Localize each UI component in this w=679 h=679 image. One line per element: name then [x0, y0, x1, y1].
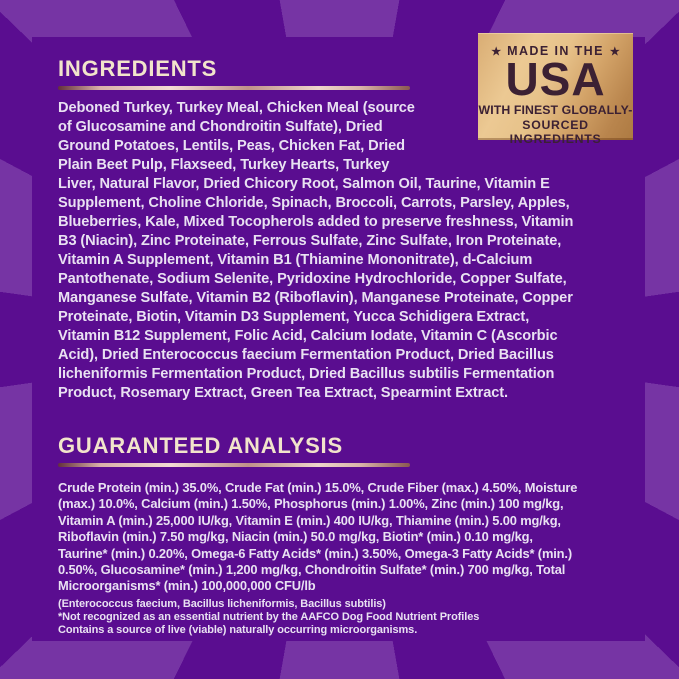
guaranteed-analysis-heading: GUARANTEED ANALYSIS: [58, 433, 343, 458]
made-in-the-row: ★ MADE IN THE ★: [478, 44, 633, 58]
ingredients-heading: INGREDIENTS: [58, 56, 218, 81]
ingredients-text: Deboned Turkey, Turkey Meal, Chicken Mea…: [58, 100, 574, 401]
guaranteed-analysis-rule: [58, 463, 410, 467]
guaranteed-analysis-section: GUARANTEED ANALYSIS Crude Protein (min.)…: [58, 434, 635, 637]
star-icon: ★: [491, 45, 502, 58]
usa-label: USA: [505, 53, 606, 105]
guaranteed-analysis-footnotes: (Enterococcus faecium, Bacillus lichenif…: [58, 597, 480, 637]
guaranteed-analysis-text: Crude Protein (min.) 35.0%, Crude Fat (m…: [58, 480, 578, 594]
label-content: INGREDIENTS Deboned Turkey, Turkey Meal,…: [58, 57, 635, 641]
made-in-usa-badge: ★ MADE IN THE ★ USA WITH FINEST GLOBALLY…: [478, 33, 633, 146]
made-in-the-label: MADE IN THE: [507, 44, 604, 58]
badge-subtitle-line1: WITH FINEST GLOBALLY-: [478, 103, 633, 117]
star-icon: ★: [609, 45, 620, 58]
badge-subtitle-line2: SOURCED INGREDIENTS: [509, 118, 602, 146]
ingredients-rule: [58, 86, 410, 90]
